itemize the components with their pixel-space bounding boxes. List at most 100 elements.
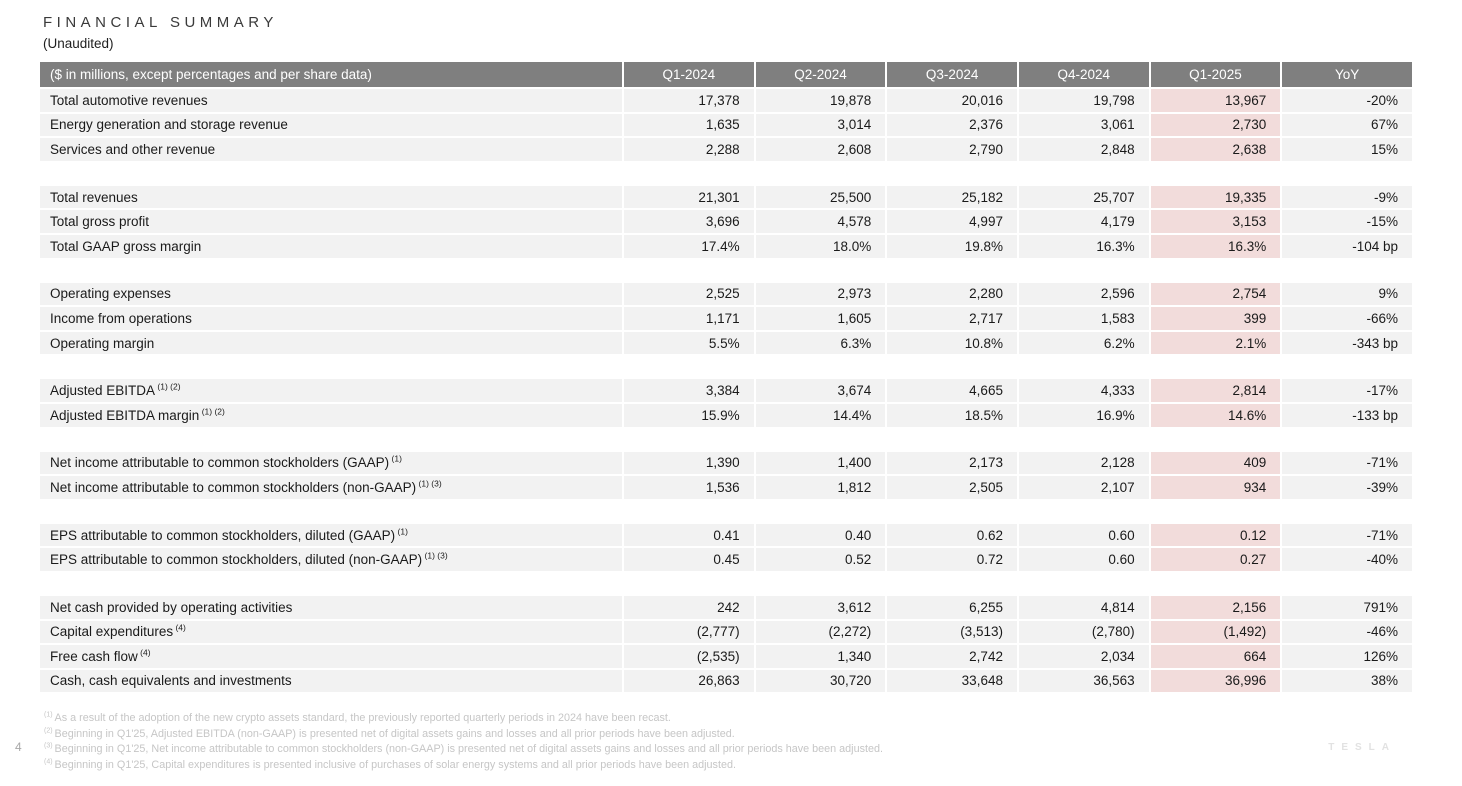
q1-2025-value-cell: 13,967	[1148, 89, 1281, 112]
value-cell: -66%	[1280, 307, 1412, 330]
row-label: Net cash provided by operating activitie…	[40, 595, 622, 619]
value-cell: -133 bp	[1280, 403, 1412, 427]
footnote: (1) As a result of the adoption of the n…	[44, 711, 671, 724]
value-cell: 0.72	[885, 548, 1017, 571]
footnote-ref: (1)	[389, 453, 402, 464]
value-cell: 19,798	[1016, 89, 1149, 112]
value-cell: 2,288	[622, 138, 754, 161]
row-label: Total gross profit	[40, 210, 622, 233]
footnote-ref: (4)	[137, 647, 151, 658]
value-cell: 30,720	[753, 669, 886, 693]
value-cell: -39%	[1280, 476, 1412, 499]
q1-2025-value-cell: 2,156	[1148, 595, 1281, 619]
financial-summary-table: ($ in millions, except percentages and p…	[40, 60, 1412, 694]
value-cell: 25,500	[753, 185, 886, 209]
column-header-q1-2025: Q1-2025	[1148, 62, 1281, 87]
column-header-yoy: YoY	[1280, 62, 1412, 87]
table-row: Services and other revenue 2,288 2,608 2,79…	[40, 138, 1412, 161]
row-label: Free cash flow (4)	[40, 645, 622, 668]
table-row: Free cash flow (4) (2,535) 1,340 2,742 2,034…	[40, 645, 1412, 668]
footnote: (3) Beginning in Q1'25, Net income attri…	[44, 742, 883, 756]
table-row: Energy generation and storage revenue 1,6…	[40, 113, 1412, 137]
column-header-q1-2024: Q1-2024	[622, 62, 754, 87]
value-cell: 14.4%	[753, 403, 886, 427]
table-row: Net income attributable to common stockh…	[40, 476, 1412, 499]
q1-2025-value-cell: 2.1%	[1148, 331, 1281, 355]
q1-2025-value-cell: 934	[1148, 476, 1281, 499]
value-cell: (3,513)	[885, 620, 1017, 644]
value-cell: 1,583	[1016, 307, 1149, 330]
value-cell: 6,255	[885, 595, 1017, 619]
row-label: Cash, cash equivalents and investments	[40, 669, 622, 693]
table-row: Total gross profit 3,696 4,578 4,997 4,179 3,…	[40, 210, 1412, 233]
value-cell: 10.8%	[885, 331, 1017, 355]
value-cell: (2,535)	[622, 645, 754, 668]
value-cell: 26,863	[622, 669, 754, 693]
table-row: EPS attributable to common stockholders,…	[40, 548, 1412, 571]
value-cell: 9%	[1280, 282, 1412, 306]
value-cell: 2,376	[885, 113, 1017, 137]
q1-2025-value-cell: 0.27	[1148, 548, 1281, 571]
spacer-cell	[40, 429, 1412, 450]
value-cell: 6.3%	[753, 331, 886, 355]
value-cell: 25,707	[1016, 185, 1149, 209]
row-label: Adjusted EBITDA (1) (2)	[40, 379, 622, 402]
footnote-ref: (4)	[173, 622, 186, 633]
page-title: FINANCIAL SUMMARY	[43, 14, 278, 31]
value-cell: 0.60	[1016, 523, 1149, 547]
q1-2025-value-cell: 36,996	[1148, 669, 1281, 693]
value-cell: 2,505	[885, 476, 1017, 499]
value-cell: 18.5%	[885, 403, 1017, 427]
q1-2025-value-cell: 19,335	[1148, 185, 1281, 209]
table-row: Cash, cash equivalents and investments 26…	[40, 669, 1412, 693]
column-header-q4-2024: Q4-2024	[1016, 62, 1149, 87]
row-label: Energy generation and storage revenue	[40, 113, 622, 137]
value-cell: -71%	[1280, 523, 1412, 547]
spacer-row	[40, 163, 1412, 184]
q1-2025-value-cell: 409	[1148, 451, 1281, 475]
value-cell: 0.40	[753, 523, 886, 547]
tesla-logo: TESLA	[1328, 742, 1396, 753]
value-cell: 4,179	[1016, 210, 1149, 233]
row-label: Total automotive revenues	[40, 89, 622, 112]
value-cell: 33,648	[885, 669, 1017, 693]
footnote-ref: (1) (3)	[422, 550, 448, 561]
value-cell: 3,696	[622, 210, 754, 233]
value-cell: 17,378	[622, 89, 754, 112]
value-cell: 17.4%	[622, 234, 754, 258]
spacer-row	[40, 356, 1412, 377]
row-label: Adjusted EBITDA margin (1) (2)	[40, 403, 622, 427]
value-cell: -104 bp	[1280, 234, 1412, 258]
value-cell: 2,848	[1016, 138, 1149, 161]
value-cell: 2,128	[1016, 451, 1149, 475]
row-label: Services and other revenue	[40, 138, 622, 161]
q1-2025-value-cell: 3,153	[1148, 210, 1281, 233]
table-row: EPS attributable to common stockholders,…	[40, 523, 1412, 547]
row-label: Total GAAP gross margin	[40, 234, 622, 258]
value-cell: 3,384	[622, 379, 754, 402]
value-cell: 2,973	[753, 282, 886, 306]
row-label: Capital expenditures (4)	[40, 620, 622, 644]
value-cell: 25,182	[885, 185, 1017, 209]
value-cell: 16.3%	[1016, 234, 1149, 258]
q1-2025-value-cell: 0.12	[1148, 523, 1281, 547]
value-cell: 4,997	[885, 210, 1017, 233]
value-cell: 1,171	[622, 307, 754, 330]
q1-2025-value-cell: 14.6%	[1148, 403, 1281, 427]
value-cell: 126%	[1280, 645, 1412, 668]
value-cell: 1,536	[622, 476, 754, 499]
value-cell: 1,812	[753, 476, 886, 499]
spacer-row	[40, 260, 1412, 281]
row-label: EPS attributable to common stockholders,…	[40, 523, 622, 547]
value-cell: -40%	[1280, 548, 1412, 571]
value-cell: 1,400	[753, 451, 886, 475]
value-cell: 2,280	[885, 282, 1017, 306]
spacer-cell	[40, 501, 1412, 522]
value-cell: 6.2%	[1016, 331, 1149, 355]
value-cell: 36,563	[1016, 669, 1149, 693]
value-cell: 1,635	[622, 113, 754, 137]
column-header-q2-2024: Q2-2024	[753, 62, 886, 87]
table-row: Total automotive revenues 17,378 19,878 20,…	[40, 89, 1412, 112]
value-cell: 4,814	[1016, 595, 1149, 619]
value-cell: 0.41	[622, 523, 754, 547]
